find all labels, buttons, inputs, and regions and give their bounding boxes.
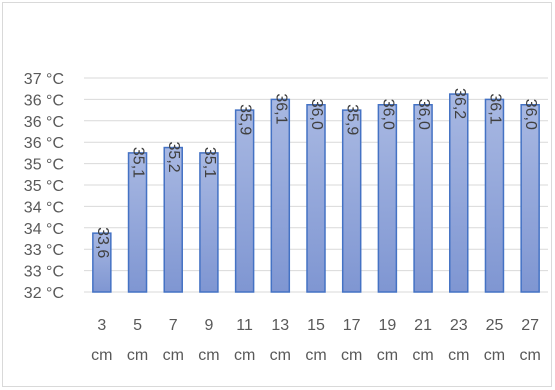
y-tick-label: 33 °C (24, 242, 64, 259)
x-tick-label: cm (377, 347, 398, 364)
bar-13-cm (270, 98, 291, 293)
x-tick-label: cm (341, 347, 362, 364)
x-tick-label: cm (163, 347, 184, 364)
x-tick-label: cm (519, 347, 540, 364)
x-tick-label: 11 (236, 317, 253, 334)
x-tick-label: cm (448, 347, 469, 364)
x-tick-label: 23 (450, 317, 468, 334)
bar-15-cm (306, 104, 326, 293)
x-tick-label: 5 (133, 317, 142, 334)
x-tick-label: cm (127, 347, 148, 364)
data-label: 36,1 (272, 93, 289, 124)
y-tick-label: 34 °C (24, 199, 64, 216)
y-axis-layer: 32 °C 33 °C 33 °C 34 °C 34 °C 35 °C 35 °C 36 °C… (24, 71, 64, 302)
x-tick-label: cm (234, 347, 255, 364)
x-tick-label: 19 (378, 317, 396, 334)
y-tick-label: 35 °C (24, 178, 64, 195)
bar-19-cm (377, 104, 398, 293)
y-tick-label: 36 °C (24, 92, 64, 109)
x-tick-label: cm (305, 347, 326, 364)
bar-21-cm (413, 104, 433, 293)
y-tick-label: 32 °C (24, 285, 64, 302)
data-label: 36,1 (486, 93, 503, 124)
bar-23-cm (449, 93, 469, 293)
data-label: 36,0 (415, 99, 432, 130)
label-layer: 33,6 35,1 35,2 35,1 35,9 36,1 36,0 35,9 36,0 36,0… (94, 88, 539, 258)
y-tick-label: 37 °C (24, 71, 64, 88)
x-tick-label: 27 (521, 317, 539, 334)
x-tick-label: cm (412, 347, 433, 364)
x-tick-label: 7 (169, 317, 178, 334)
x-tick-label: 25 (486, 317, 504, 334)
data-label: 36,0 (308, 99, 325, 130)
y-tick-label: 34 °C (24, 221, 64, 238)
x-tick-label: 17 (343, 317, 361, 334)
x-tick-label: 13 (271, 317, 289, 334)
x-tick-label: 3 (97, 317, 106, 334)
data-label: 35,1 (130, 147, 147, 178)
bar-layer (92, 93, 540, 293)
y-tick-label: 35 °C (24, 157, 64, 174)
bar-9-cm (199, 152, 219, 293)
data-label: 36,0 (522, 99, 539, 130)
y-tick-label: 36 °C (24, 114, 64, 131)
data-label: 33,6 (94, 227, 111, 258)
bar-17-cm (341, 109, 362, 293)
data-label: 35,9 (344, 104, 361, 135)
data-label: 35,9 (237, 104, 254, 135)
data-label: 36,2 (451, 88, 468, 119)
y-tick-label: 36 °C (24, 135, 64, 152)
data-label: 35,1 (201, 147, 218, 178)
bar-27-cm (520, 104, 540, 293)
bar-11-cm (234, 109, 255, 293)
bar-25-cm (484, 98, 505, 293)
x-tick-label: cm (270, 347, 291, 364)
x-tick-label: 15 (307, 317, 325, 334)
x-tick-label: cm (484, 347, 505, 364)
bar-3-cm (92, 232, 112, 293)
x-tick-label: 9 (204, 317, 213, 334)
bar-5-cm (127, 152, 148, 293)
x-axis-layer: 3 cm 5 cm 7 cm 9 cm 11 cm 13 cm 15 cm 17 cm 19 cm 21 cm 23 cm… (91, 317, 541, 364)
data-label: 35,2 (165, 142, 182, 173)
bar-7-cm (163, 146, 183, 293)
y-tick-label: 33 °C (24, 264, 64, 281)
x-tick-label: cm (91, 347, 112, 364)
x-tick-label: 21 (414, 317, 432, 334)
x-tick-label: cm (198, 347, 219, 364)
data-label: 36,0 (379, 99, 396, 130)
